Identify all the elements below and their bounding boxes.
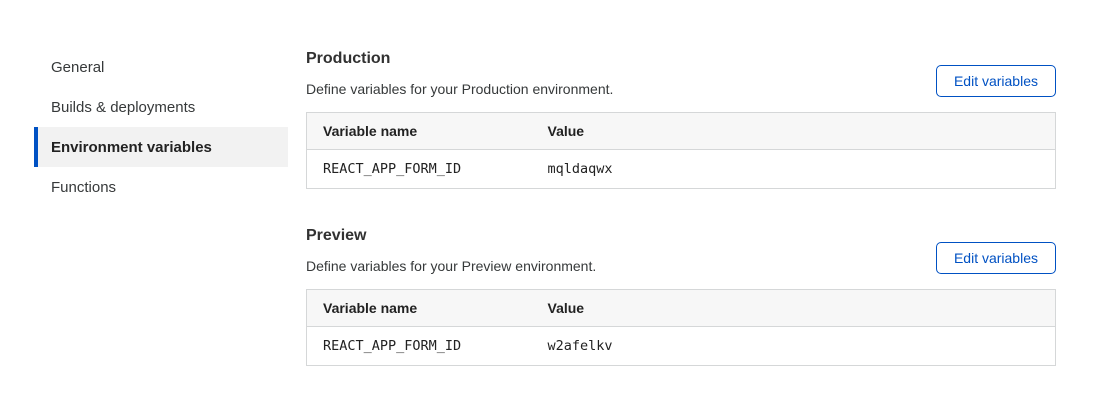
variable-value-cell: mqldaqwx — [531, 149, 1056, 189]
production-edit-variables-button[interactable]: Edit variables — [935, 65, 1056, 97]
variable-value-cell: w2afelkv — [531, 326, 1056, 366]
production-section: Production Define variables for your Pro… — [306, 50, 1056, 189]
variable-name-column-header: Variable name — [306, 112, 532, 150]
sidebar-item-label: Environment variables — [51, 138, 212, 156]
value-column-header: Value — [531, 112, 1056, 150]
table-header-row: Variable name Value — [306, 289, 1056, 327]
table-row: REACT_APP_FORM_ID w2afelkv — [306, 326, 1056, 366]
variable-name-column-header: Variable name — [306, 289, 532, 327]
variable-name-cell: REACT_APP_FORM_ID — [306, 149, 532, 189]
production-variables-table: Variable name Value REACT_APP_FORM_ID mq… — [306, 112, 1056, 189]
sidebar-item-label: General — [51, 58, 105, 76]
sidebar-item-environment-variables[interactable]: Environment variables — [34, 127, 288, 167]
production-section-title: Production — [306, 50, 391, 67]
sidebar-item-functions[interactable]: Functions — [34, 167, 288, 207]
table-row: REACT_APP_FORM_ID mqldaqwx — [306, 149, 1056, 189]
settings-sidebar: General Builds & deployments Environment… — [34, 47, 288, 207]
sidebar-item-label: Functions — [51, 178, 117, 196]
preview-edit-variables-button[interactable]: Edit variables — [935, 242, 1056, 274]
sidebar-item-general[interactable]: General — [34, 47, 288, 87]
preview-variables-table: Variable name Value REACT_APP_FORM_ID w2… — [306, 289, 1056, 366]
sidebar-item-builds-deployments[interactable]: Builds & deployments — [34, 87, 288, 127]
production-section-description: Define variables for your Production env… — [306, 81, 614, 97]
preview-section: Preview Define variables for your Previe… — [306, 227, 1056, 366]
variable-name-cell: REACT_APP_FORM_ID — [306, 326, 532, 366]
preview-section-title: Preview — [306, 227, 367, 244]
table-header-row: Variable name Value — [306, 112, 1056, 150]
sidebar-item-label: Builds & deployments — [51, 98, 196, 116]
environment-variables-panel: Production Define variables for your Pro… — [306, 50, 1056, 366]
preview-section-description: Define variables for your Preview enviro… — [306, 258, 597, 274]
value-column-header: Value — [531, 289, 1056, 327]
